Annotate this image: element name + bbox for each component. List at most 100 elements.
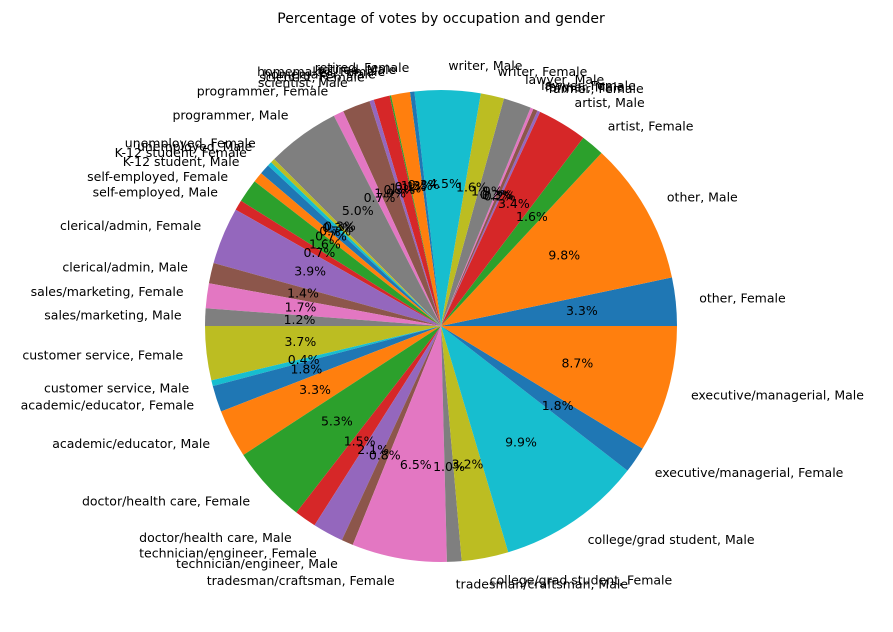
slice-percent-tradesman-craftsman-male: 1.0%	[433, 459, 465, 474]
slice-label-scientist-male: scientist, Male	[258, 75, 348, 90]
slice-label-retired-male: retired, Male	[317, 62, 396, 77]
slice-percent-college-grad-student-male: 9.9%	[505, 434, 537, 449]
slice-label-customer-service-male: customer service, Male	[44, 380, 189, 395]
slice-label-academic-educator-male: academic/educator, Male	[52, 436, 210, 451]
slice-percent-sales-marketing-female: 1.7%	[285, 299, 317, 314]
pie-slice-academic-educator-male	[221, 326, 441, 455]
slice-percent-technician-engineer-female: 2.1%	[357, 442, 389, 457]
pie-slice-retired-male	[390, 92, 441, 326]
slice-label-tradesman-craftsman-female: tradesman/craftsman, Female	[207, 573, 395, 588]
pie-slice-programmer-male	[274, 115, 441, 326]
slice-percent-artist-female: 1.6%	[516, 209, 548, 224]
slice-percent-customer-service-male: 0.4%	[288, 352, 320, 367]
slice-label-programmer-male: programmer, Male	[172, 107, 288, 122]
pie-slice-farmer-male	[441, 108, 538, 326]
pie-slice-homemaker-male	[373, 95, 441, 327]
slice-label-clerical-admin-male: clerical/admin, Male	[62, 259, 188, 274]
slice-label-homemaker-female: homemaker, Female	[257, 64, 385, 79]
slice-label-writer-female: writer, Female	[498, 64, 588, 79]
pie-slice-homemaker-female	[389, 95, 441, 326]
slice-percent-sales-marketing-male: 1.2%	[284, 312, 316, 327]
pie-slice-artist-female	[441, 137, 602, 326]
slice-percent-unemployed-male: 0.3%	[322, 220, 354, 235]
slice-label-technician-engineer-male: technician/engineer, Male	[176, 556, 338, 571]
pie-slice-sales-marketing-male	[205, 308, 441, 326]
slice-percent-lawyer-female: 0.2%	[480, 187, 512, 202]
slice-percent-k-12-student-male: 0.7%	[315, 228, 347, 243]
slice-label-homemaker-male: homemaker, Male	[263, 66, 376, 81]
slice-label-executive-managerial-male: executive/managerial, Male	[691, 388, 864, 403]
pie-slice-doctor-health-care-male	[296, 326, 441, 526]
slice-percent-retired-male: 1.3%	[401, 178, 433, 193]
slice-label-lawyer-male: lawyer, Male	[525, 72, 604, 87]
slice-label-programmer-female: programmer, Female	[197, 84, 329, 99]
slice-percent-technician-engineer-male: 0.8%	[369, 447, 401, 462]
pie-slice-college-grad-student-male	[441, 326, 628, 553]
slice-label-sales-marketing-male: sales/marketing, Male	[44, 308, 182, 323]
pie-slice-other-female	[441, 277, 677, 326]
slice-percent-retired-female: 0.3%	[408, 177, 440, 192]
pie-slice-writer-female	[441, 93, 504, 326]
slice-label-other-female: other, Female	[699, 291, 786, 306]
slice-label-farmer-female: farmer, Female	[549, 81, 644, 96]
pie-slice-farmer-female	[441, 110, 541, 326]
slice-percent-other-female: 3.3%	[566, 303, 598, 318]
pie-slice-customer-service-female	[205, 326, 441, 381]
pie-slice-k-12-student-male	[254, 173, 441, 326]
slice-percent-clerical-admin-female: 3.9%	[294, 263, 326, 278]
pie-slice-clerical-admin-male	[208, 263, 441, 326]
slice-label-unemployed-male: unemployed, Male	[137, 139, 253, 154]
slice-label-technician-engineer-female: technician/engineer, Female	[139, 545, 317, 560]
pie-slice-academic-educator-female	[212, 326, 441, 412]
slice-percent-executive-managerial-male: 8.7%	[561, 356, 593, 371]
slice-percent-clerical-admin-male: 1.4%	[287, 286, 319, 301]
pie-slice-tradesman-craftsman-male	[441, 326, 462, 562]
slice-percent-scientist-female: 0.3%	[383, 182, 415, 197]
pie-slice-executive-managerial-female	[441, 326, 643, 471]
slice-percent-homemaker-male: 1.1%	[389, 180, 421, 195]
pie-slice-technician-engineer-male	[341, 326, 441, 545]
slice-percent-artist-male: 3.4%	[498, 196, 530, 211]
slice-label-writer-male: writer, Male	[448, 58, 522, 73]
pie-slice-self-employed-female	[240, 181, 441, 326]
pie-slice-lawyer-male	[441, 98, 531, 326]
chart-title: Percentage of votes by occupation and ge…	[277, 11, 605, 27]
slice-label-retired-female: retired, Female	[315, 60, 410, 75]
slice-label-customer-service-female: customer service, Female	[22, 348, 183, 363]
slice-label-college-grad-student-male: college/grad student, Male	[588, 532, 755, 547]
pie-slice-lawyer-female	[441, 107, 534, 327]
slice-label-self-employed-male: self-employed, Male	[93, 185, 219, 200]
slice-label-lawyer-female: lawyer, Female	[541, 78, 636, 93]
pie-slice-scientist-male	[343, 101, 441, 326]
slice-label-doctor-health-care-female: doctor/health care, Female	[82, 493, 250, 508]
pie-slices	[205, 90, 677, 563]
slice-percent-self-employed-male: 0.7%	[303, 245, 335, 260]
slice-label-artist-female: artist, Female	[608, 119, 694, 134]
slice-label-tradesman-craftsman-male: tradesman/craftsman, Male	[456, 577, 629, 592]
slice-percent-homemaker-female: 0.1%	[395, 179, 427, 194]
slice-percent-unemployed-female: 0.3%	[324, 218, 356, 233]
slice-label-self-employed-female: self-employed, Female	[87, 169, 228, 184]
slice-percent-programmer-female: 0.7%	[364, 190, 396, 205]
slice-label-unemployed-female: unemployed, Female	[125, 136, 256, 151]
slice-percent-customer-service-female: 3.7%	[284, 334, 316, 349]
slice-percent-k-12-student-female: 0.7%	[319, 224, 351, 239]
slice-label-artist-male: artist, Male	[575, 95, 645, 110]
pie-slice-executive-managerial-male	[441, 326, 677, 449]
slice-label-scientist-female: scientist, Female	[259, 69, 365, 84]
slice-percent-academic-educator-male: 3.3%	[299, 382, 331, 397]
slice-percent-tradesman-craftsman-female: 6.5%	[400, 457, 432, 472]
slice-label-farmer-male: farmer, Male	[545, 80, 625, 95]
pie-slice-doctor-health-care-female	[243, 326, 441, 513]
slice-label-other-male: other, Male	[667, 190, 738, 205]
slice-percent-labels: 3.3%9.8%1.6%3.4%0.2%0.3%0.2%1.9%1.6%4.5%…	[284, 176, 598, 474]
slice-label-doctor-health-care-male: doctor/health care, Male	[139, 530, 292, 545]
slice-percent-academic-educator-female: 1.8%	[290, 361, 322, 376]
pie-slice-unemployed-female	[271, 159, 441, 326]
slice-label-clerical-admin-female: clerical/admin, Female	[60, 218, 201, 233]
slice-percent-farmer-female: 0.2%	[484, 189, 516, 204]
pie-slice-self-employed-male	[235, 200, 441, 326]
pie-slice-sales-marketing-female	[205, 283, 441, 326]
